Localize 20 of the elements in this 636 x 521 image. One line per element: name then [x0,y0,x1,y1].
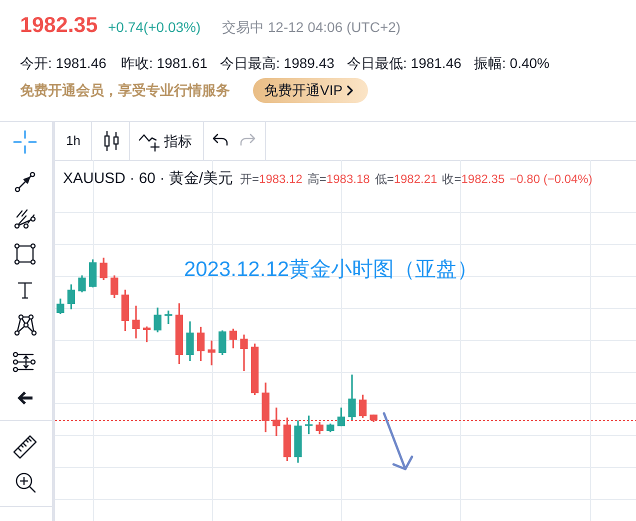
chart-subtitle: XAUUSD · 60 · 黄金/美元 [63,170,234,188]
text: 振幅: 0.40% [474,54,550,72]
text: 收= [442,172,462,186]
text: 高=1983.18 [307,172,370,186]
text: 1h [66,133,80,149]
text: 1982.35 [461,172,505,186]
text: 开=1983.12 [240,172,302,186]
text: 免费开通会员，享受专业行情服务 [20,82,230,98]
text: +0.74(+0.03%) [108,18,201,36]
text: 1982.35 [20,13,98,38]
text: 今日最低: 1981.46 [347,54,462,72]
text: −0.80 (−0.04%) [510,172,592,186]
chart-title: 2023.12.12黄金小时图（亚盘） [184,257,478,282]
text: 交易中 12-12 04:06 (UTC+2) [222,18,401,36]
text: 今日最高: 1989.43 [220,54,334,72]
text: 免费开通VIP [264,82,343,98]
text: 今开: 1981.46 [20,54,106,72]
text: 低=1982.21 [374,172,438,186]
text: 指标 [164,132,192,150]
text: 昨收: 1981.61 [121,54,208,72]
